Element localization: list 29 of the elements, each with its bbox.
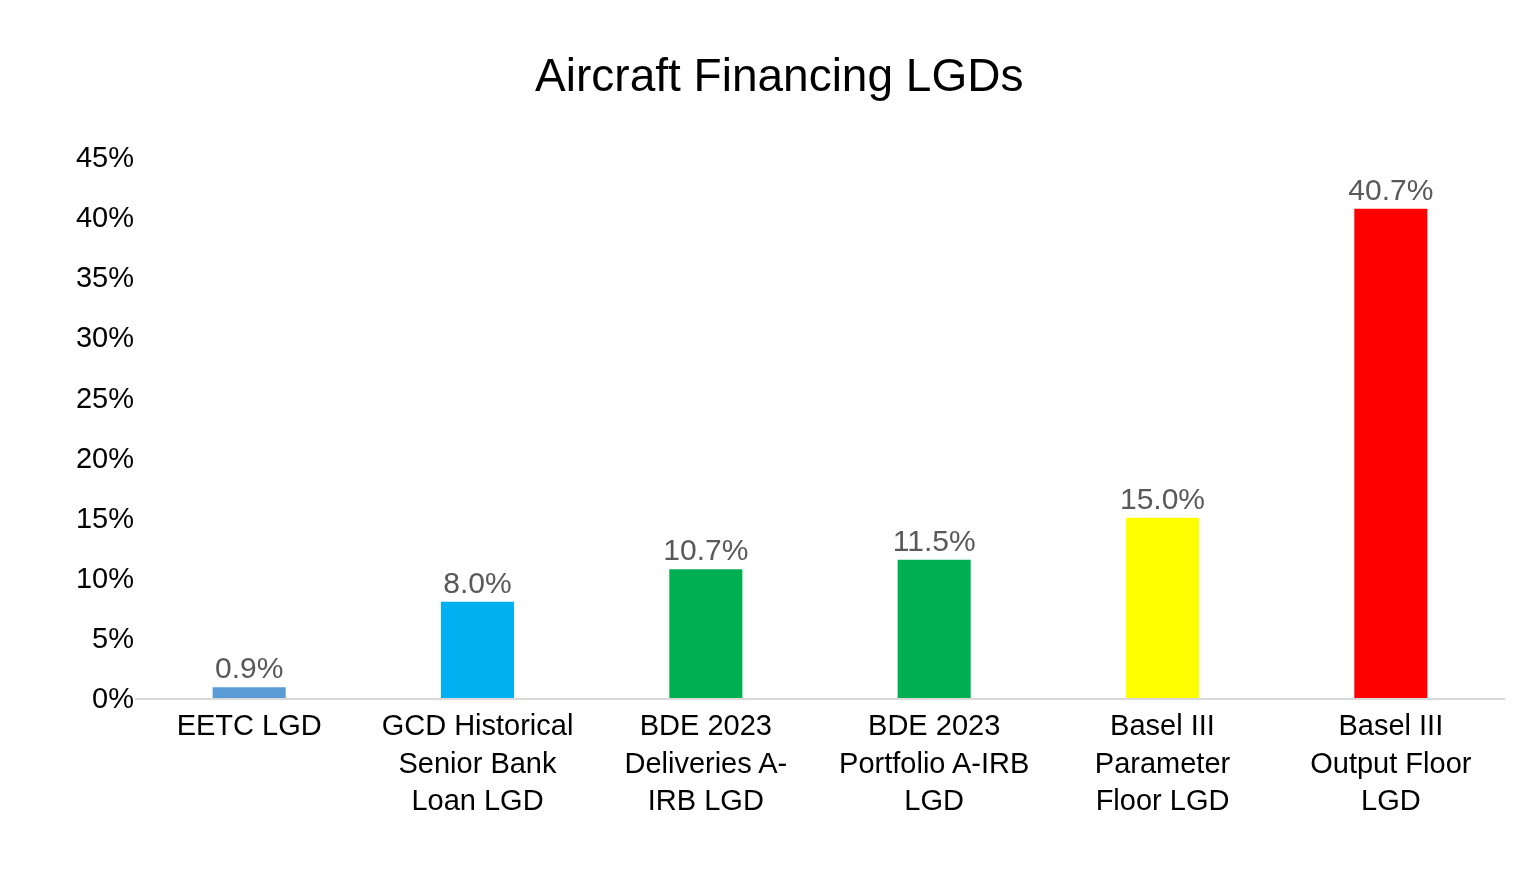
data-label: 11.5% bbox=[892, 523, 976, 557]
data-label: 0.9% bbox=[214, 651, 284, 685]
chart-title: Aircraft Financing LGDs bbox=[535, 48, 1024, 101]
data-label: 15.0% bbox=[1119, 481, 1206, 515]
y-tick-label: 5% bbox=[92, 622, 134, 655]
y-tick-label: 0% bbox=[92, 682, 134, 715]
y-tick-label: 25% bbox=[75, 381, 134, 414]
bar bbox=[669, 569, 743, 698]
data-label: 10.7% bbox=[663, 533, 749, 567]
y-tick-label: 20% bbox=[75, 441, 134, 474]
x-tick-label: BDE 2023 Portfolio A-IRB LGD bbox=[839, 708, 1030, 817]
bar bbox=[897, 559, 971, 698]
bar bbox=[1354, 208, 1428, 698]
x-tick-label: Basel III Parameter Floor LGD bbox=[1094, 708, 1231, 817]
bar bbox=[440, 601, 515, 698]
y-tick-label: 10% bbox=[75, 561, 134, 594]
data-label: 40.7% bbox=[1348, 172, 1434, 206]
data-label: 8.0% bbox=[443, 565, 512, 599]
y-tick-label: 15% bbox=[75, 501, 134, 534]
x-tick-label: Basel III Output Floor LGD bbox=[1310, 708, 1472, 817]
bar bbox=[212, 687, 286, 698]
x-tick-label: EETC LGD bbox=[176, 708, 322, 741]
y-tick-label: 30% bbox=[75, 321, 134, 354]
bar bbox=[1125, 517, 1200, 698]
y-tick-label: 40% bbox=[75, 201, 134, 234]
y-tick-label: 45% bbox=[75, 141, 134, 174]
x-tick-label: GCD Historical Senior Bank Loan LGD bbox=[381, 708, 574, 817]
x-tick-label: BDE 2023 Deliveries A- IRB LGD bbox=[624, 708, 788, 817]
y-tick-label: 35% bbox=[75, 261, 134, 294]
